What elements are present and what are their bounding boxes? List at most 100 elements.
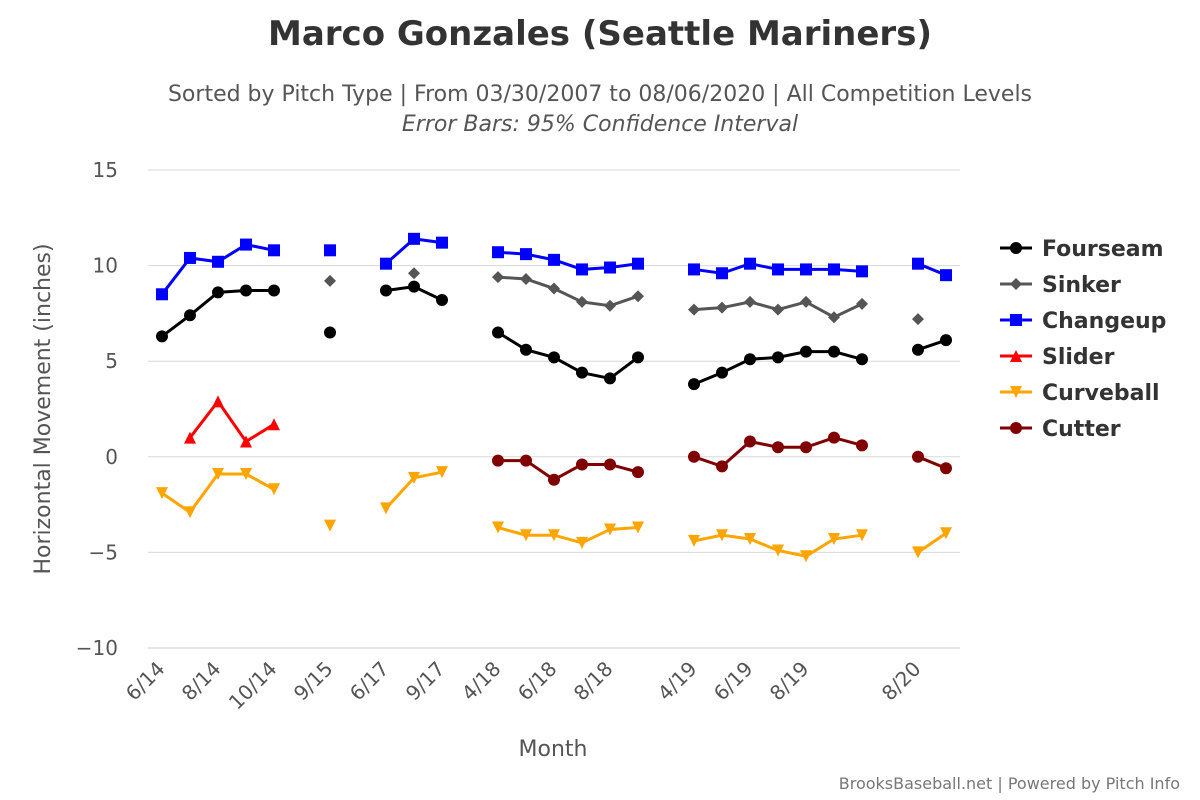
legend-item-fourseam[interactable]: Fourseam <box>1042 237 1164 262</box>
data-point-changeup[interactable] <box>604 261 616 274</box>
data-point-curveball[interactable] <box>268 483 280 496</box>
data-point-cutter[interactable] <box>688 450 700 463</box>
data-point-cutter[interactable] <box>492 454 504 467</box>
data-point-changeup[interactable] <box>156 288 168 301</box>
data-point-curveball[interactable] <box>436 466 448 479</box>
data-point-fourseam[interactable] <box>184 309 196 322</box>
data-point-cutter[interactable] <box>716 460 728 473</box>
data-point-curveball[interactable] <box>940 527 952 540</box>
data-point-curveball[interactable] <box>576 536 588 549</box>
data-point-sinker[interactable] <box>856 297 868 310</box>
data-point-sinker[interactable] <box>772 303 784 316</box>
data-point-sinker[interactable] <box>520 272 532 285</box>
data-point-changeup[interactable] <box>576 263 588 276</box>
data-point-changeup[interactable] <box>632 257 644 270</box>
data-point-cutter[interactable] <box>800 441 812 454</box>
data-point-cutter[interactable] <box>912 450 924 463</box>
legend-item-cutter[interactable]: Cutter <box>1042 417 1121 442</box>
data-point-sinker[interactable] <box>688 303 700 316</box>
data-point-sinker[interactable] <box>716 301 728 314</box>
data-point-curveball[interactable] <box>548 529 560 542</box>
data-point-curveball[interactable] <box>856 529 868 542</box>
data-point-fourseam[interactable] <box>548 351 560 364</box>
data-point-changeup[interactable] <box>772 263 784 276</box>
data-point-curveball[interactable] <box>632 521 644 534</box>
data-point-slider[interactable] <box>184 431 196 444</box>
data-point-changeup[interactable] <box>408 232 420 245</box>
data-point-sinker[interactable] <box>548 282 560 295</box>
data-point-cutter[interactable] <box>604 458 616 471</box>
data-point-fourseam[interactable] <box>408 280 420 293</box>
legend-marker-sinker[interactable] <box>1010 278 1022 290</box>
data-point-sinker[interactable] <box>408 267 420 280</box>
legend-marker-curveball[interactable] <box>1010 386 1022 398</box>
data-point-changeup[interactable] <box>324 244 336 257</box>
data-point-curveball[interactable] <box>240 468 252 481</box>
data-point-sinker[interactable] <box>744 295 756 308</box>
data-point-changeup[interactable] <box>716 267 728 280</box>
data-point-curveball[interactable] <box>520 529 532 542</box>
data-point-sinker[interactable] <box>324 274 336 287</box>
data-point-curveball[interactable] <box>828 533 840 546</box>
data-point-sinker[interactable] <box>576 295 588 308</box>
data-point-slider[interactable] <box>212 395 224 408</box>
legend-item-sinker[interactable]: Sinker <box>1042 273 1121 298</box>
data-point-curveball[interactable] <box>324 519 336 532</box>
data-point-cutter[interactable] <box>856 439 868 452</box>
data-point-fourseam[interactable] <box>912 343 924 356</box>
data-point-cutter[interactable] <box>632 466 644 479</box>
data-point-curveball[interactable] <box>184 506 196 519</box>
data-point-slider[interactable] <box>268 418 280 431</box>
data-point-changeup[interactable] <box>436 236 448 249</box>
data-point-changeup[interactable] <box>828 263 840 276</box>
data-point-changeup[interactable] <box>688 263 700 276</box>
data-point-curveball[interactable] <box>716 529 728 542</box>
data-point-fourseam[interactable] <box>856 353 868 366</box>
data-point-fourseam[interactable] <box>772 351 784 364</box>
data-point-changeup[interactable] <box>744 257 756 270</box>
legend-item-changeup[interactable]: Changeup <box>1042 309 1166 334</box>
data-point-changeup[interactable] <box>856 265 868 278</box>
data-point-curveball[interactable] <box>604 523 616 536</box>
data-point-fourseam[interactable] <box>240 284 252 297</box>
data-point-sinker[interactable] <box>632 290 644 303</box>
data-point-fourseam[interactable] <box>212 286 224 299</box>
data-point-fourseam[interactable] <box>576 366 588 379</box>
data-point-fourseam[interactable] <box>940 334 952 347</box>
data-point-cutter[interactable] <box>940 462 952 475</box>
data-point-slider[interactable] <box>240 435 252 448</box>
data-point-changeup[interactable] <box>912 257 924 270</box>
data-point-fourseam[interactable] <box>156 330 168 343</box>
data-point-curveball[interactable] <box>744 533 756 546</box>
data-point-curveball[interactable] <box>912 546 924 559</box>
data-point-fourseam[interactable] <box>268 284 280 297</box>
data-point-changeup[interactable] <box>212 255 224 268</box>
data-point-sinker[interactable] <box>828 311 840 324</box>
legend-item-curveball[interactable]: Curveball <box>1042 381 1160 406</box>
data-point-fourseam[interactable] <box>744 353 756 366</box>
data-point-sinker[interactable] <box>800 295 812 308</box>
data-point-curveball[interactable] <box>688 534 700 547</box>
data-point-fourseam[interactable] <box>688 378 700 391</box>
data-point-curveball[interactable] <box>492 521 504 534</box>
data-point-fourseam[interactable] <box>800 345 812 358</box>
data-point-cutter[interactable] <box>772 441 784 454</box>
data-point-cutter[interactable] <box>744 435 756 448</box>
data-point-changeup[interactable] <box>800 263 812 276</box>
data-point-fourseam[interactable] <box>492 326 504 339</box>
legend-marker-fourseam[interactable] <box>1010 242 1022 254</box>
data-point-curveball[interactable] <box>156 487 168 500</box>
data-point-cutter[interactable] <box>520 454 532 467</box>
data-point-fourseam[interactable] <box>828 345 840 358</box>
credits-text[interactable]: BrooksBaseball.net | Powered by Pitch In… <box>838 774 1180 793</box>
data-point-curveball[interactable] <box>800 550 812 563</box>
data-point-fourseam[interactable] <box>716 366 728 379</box>
data-point-sinker[interactable] <box>492 271 504 284</box>
data-point-fourseam[interactable] <box>632 351 644 364</box>
data-point-curveball[interactable] <box>408 471 420 484</box>
data-point-fourseam[interactable] <box>380 284 392 297</box>
data-point-curveball[interactable] <box>772 544 784 557</box>
data-point-changeup[interactable] <box>240 238 252 251</box>
data-point-cutter[interactable] <box>548 473 560 486</box>
legend-marker-cutter[interactable] <box>1010 422 1022 434</box>
